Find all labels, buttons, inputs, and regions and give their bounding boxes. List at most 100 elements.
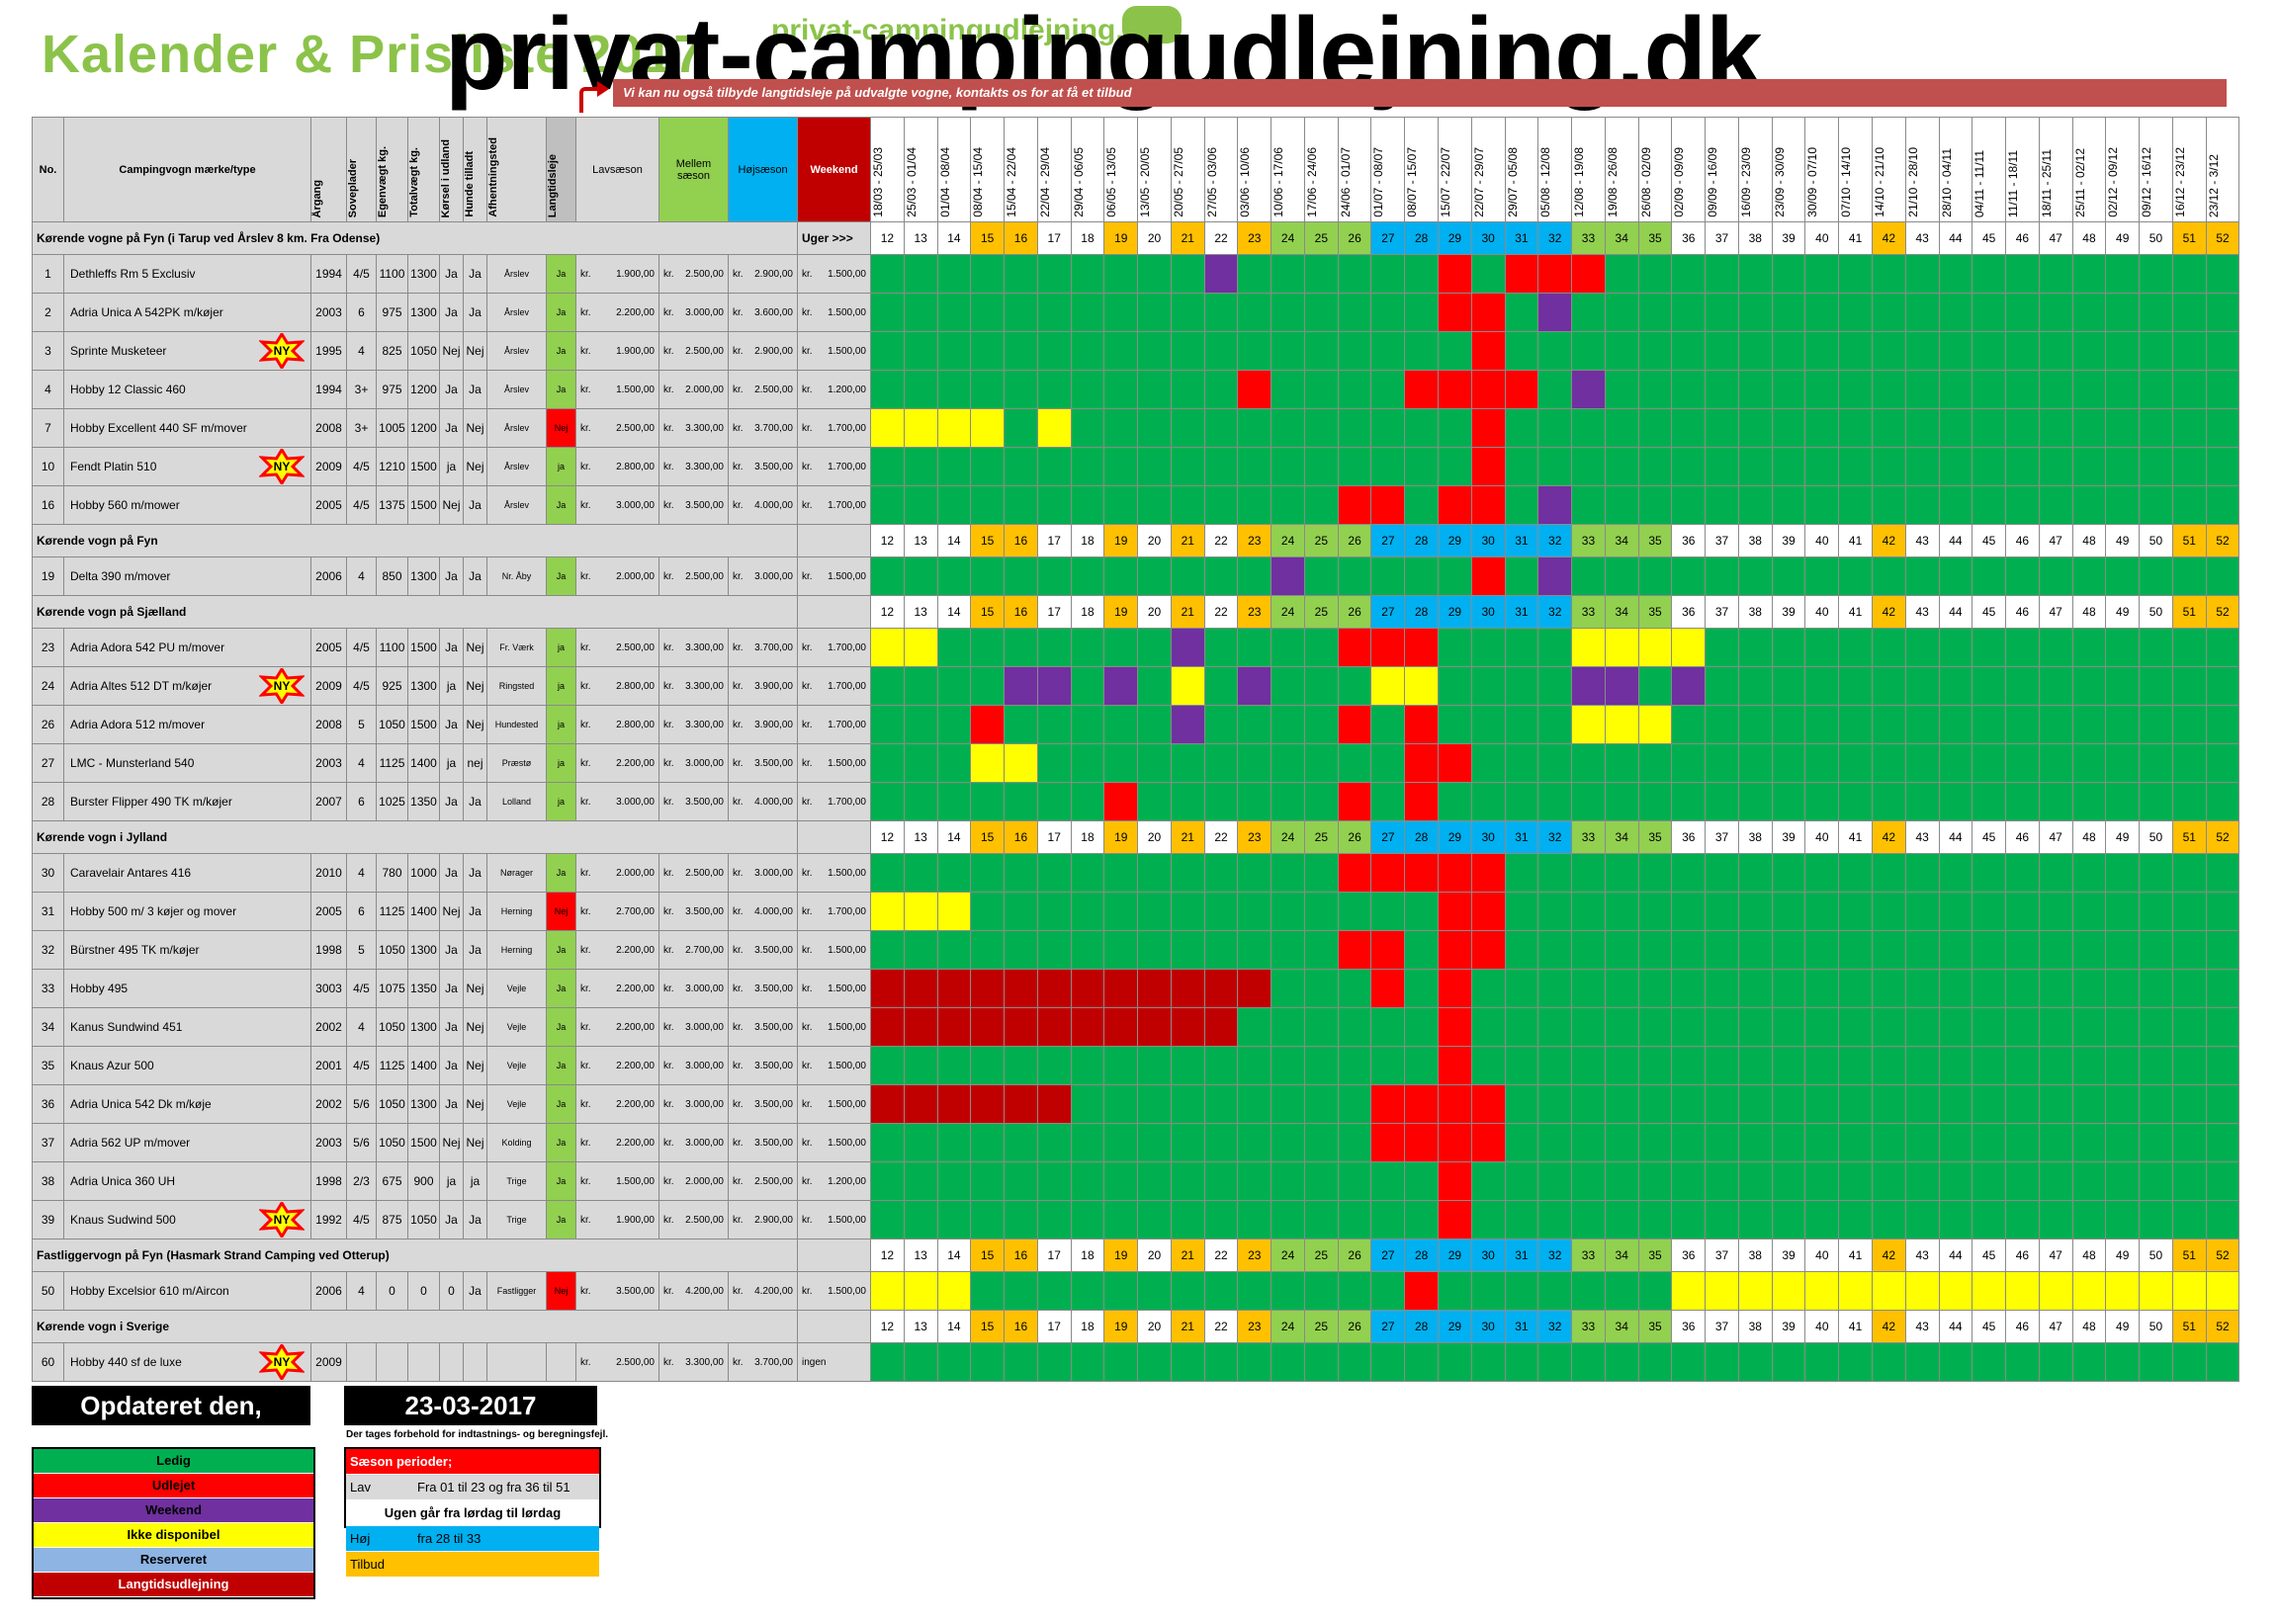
calendar-cell[interactable] bbox=[1637, 705, 1673, 744]
calendar-cell[interactable] bbox=[1571, 408, 1606, 448]
calendar-cell[interactable] bbox=[2171, 370, 2207, 409]
calendar-cell[interactable] bbox=[2071, 892, 2107, 931]
calendar-cell[interactable] bbox=[1671, 628, 1707, 667]
calendar-cell[interactable] bbox=[903, 1084, 938, 1124]
calendar-cell[interactable] bbox=[1404, 293, 1440, 332]
calendar-cell[interactable] bbox=[2005, 447, 2040, 486]
calendar-cell[interactable] bbox=[1137, 930, 1172, 970]
calendar-cell[interactable] bbox=[970, 705, 1006, 744]
calendar-cell[interactable] bbox=[1237, 370, 1272, 409]
calendar-cell[interactable] bbox=[1972, 853, 2007, 893]
calendar-cell[interactable] bbox=[1470, 705, 1506, 744]
calendar-cell[interactable] bbox=[1170, 892, 1205, 931]
calendar-cell[interactable] bbox=[1737, 370, 1773, 409]
calendar-cell[interactable] bbox=[1203, 485, 1239, 525]
calendar-cell[interactable] bbox=[1271, 1007, 1305, 1047]
calendar-cell[interactable] bbox=[1871, 254, 1906, 294]
calendar-cell[interactable] bbox=[2071, 293, 2107, 332]
calendar-cell[interactable] bbox=[2139, 447, 2173, 486]
calendar-cell[interactable] bbox=[1203, 1123, 1239, 1162]
calendar-cell[interactable] bbox=[2139, 331, 2173, 371]
calendar-cell[interactable] bbox=[1337, 782, 1372, 821]
calendar-cell[interactable] bbox=[1370, 1200, 1406, 1239]
calendar-cell[interactable] bbox=[1571, 1161, 1606, 1201]
calendar-cell[interactable] bbox=[1237, 892, 1272, 931]
calendar-cell[interactable] bbox=[1271, 1084, 1305, 1124]
calendar-cell[interactable] bbox=[1103, 1046, 1139, 1085]
calendar-cell[interactable] bbox=[1271, 666, 1305, 706]
calendar-cell[interactable] bbox=[1938, 743, 1973, 783]
calendar-cell[interactable] bbox=[2005, 930, 2040, 970]
calendar-cell[interactable] bbox=[1036, 1200, 1072, 1239]
calendar-cell[interactable] bbox=[970, 782, 1006, 821]
calendar-cell[interactable] bbox=[1537, 853, 1573, 893]
calendar-cell[interactable] bbox=[1004, 293, 1038, 332]
calendar-cell[interactable] bbox=[1470, 447, 1506, 486]
calendar-cell[interactable] bbox=[1271, 254, 1305, 294]
calendar-cell[interactable] bbox=[1203, 705, 1239, 744]
calendar-cell[interactable] bbox=[1737, 1342, 1773, 1382]
calendar-cell[interactable] bbox=[1237, 293, 1272, 332]
calendar-cell[interactable] bbox=[1470, 254, 1506, 294]
calendar-cell[interactable] bbox=[2171, 1200, 2207, 1239]
calendar-cell[interactable] bbox=[2205, 254, 2240, 294]
calendar-cell[interactable] bbox=[2071, 743, 2107, 783]
calendar-cell[interactable] bbox=[970, 331, 1006, 371]
calendar-cell[interactable] bbox=[1972, 1046, 2007, 1085]
calendar-cell[interactable] bbox=[1771, 1123, 1806, 1162]
calendar-cell[interactable] bbox=[2139, 628, 2173, 667]
calendar-cell[interactable] bbox=[1504, 1200, 1539, 1239]
calendar-cell[interactable] bbox=[1604, 930, 1639, 970]
calendar-cell[interactable] bbox=[2038, 892, 2073, 931]
calendar-cell[interactable] bbox=[970, 254, 1006, 294]
calendar-cell[interactable] bbox=[1671, 1007, 1707, 1047]
calendar-cell[interactable] bbox=[2171, 408, 2207, 448]
calendar-cell[interactable] bbox=[1972, 1123, 2007, 1162]
calendar-cell[interactable] bbox=[2105, 705, 2141, 744]
calendar-cell[interactable] bbox=[936, 408, 972, 448]
calendar-cell[interactable] bbox=[1972, 666, 2007, 706]
calendar-cell[interactable] bbox=[1904, 447, 1940, 486]
calendar-cell[interactable] bbox=[1504, 331, 1539, 371]
calendar-cell[interactable] bbox=[1137, 254, 1172, 294]
calendar-cell[interactable] bbox=[1070, 1046, 1105, 1085]
calendar-cell[interactable] bbox=[1470, 370, 1506, 409]
calendar-cell[interactable] bbox=[1470, 853, 1506, 893]
calendar-cell[interactable] bbox=[1337, 370, 1372, 409]
calendar-cell[interactable] bbox=[1537, 408, 1573, 448]
calendar-cell[interactable] bbox=[1904, 853, 1940, 893]
calendar-cell[interactable] bbox=[1938, 1084, 1973, 1124]
calendar-cell[interactable] bbox=[1504, 408, 1539, 448]
calendar-cell[interactable] bbox=[2071, 853, 2107, 893]
calendar-cell[interactable] bbox=[936, 705, 972, 744]
calendar-cell[interactable] bbox=[2171, 930, 2207, 970]
calendar-cell[interactable] bbox=[1370, 1161, 1406, 1201]
calendar-cell[interactable] bbox=[1771, 1084, 1806, 1124]
calendar-cell[interactable] bbox=[2171, 1161, 2207, 1201]
calendar-cell[interactable] bbox=[2038, 1161, 2073, 1201]
calendar-cell[interactable] bbox=[1237, 1161, 1272, 1201]
calendar-cell[interactable] bbox=[1070, 1342, 1105, 1382]
calendar-cell[interactable] bbox=[936, 1161, 972, 1201]
calendar-cell[interactable] bbox=[1504, 930, 1539, 970]
calendar-cell[interactable] bbox=[1705, 853, 1739, 893]
calendar-cell[interactable] bbox=[1404, 485, 1440, 525]
calendar-cell[interactable] bbox=[1705, 1342, 1739, 1382]
calendar-cell[interactable] bbox=[1137, 408, 1172, 448]
calendar-cell[interactable] bbox=[1237, 628, 1272, 667]
calendar-cell[interactable] bbox=[1571, 370, 1606, 409]
calendar-cell[interactable] bbox=[1504, 254, 1539, 294]
calendar-cell[interactable] bbox=[1771, 969, 1806, 1008]
calendar-cell[interactable] bbox=[1604, 666, 1639, 706]
calendar-cell[interactable] bbox=[1170, 1271, 1205, 1311]
calendar-cell[interactable] bbox=[1938, 705, 1973, 744]
calendar-cell[interactable] bbox=[1705, 969, 1739, 1008]
calendar-cell[interactable] bbox=[1705, 1161, 1739, 1201]
calendar-cell[interactable] bbox=[1170, 1200, 1205, 1239]
calendar-cell[interactable] bbox=[1537, 331, 1573, 371]
calendar-cell[interactable] bbox=[1604, 331, 1639, 371]
calendar-cell[interactable] bbox=[1137, 1123, 1172, 1162]
calendar-cell[interactable] bbox=[1972, 293, 2007, 332]
caravan-row[interactable]: 16 Hobby 560 m/mower 2005 4/5 1375 1500 Nej Ja Å… bbox=[32, 485, 2240, 525]
calendar-cell[interactable] bbox=[1537, 1007, 1573, 1047]
